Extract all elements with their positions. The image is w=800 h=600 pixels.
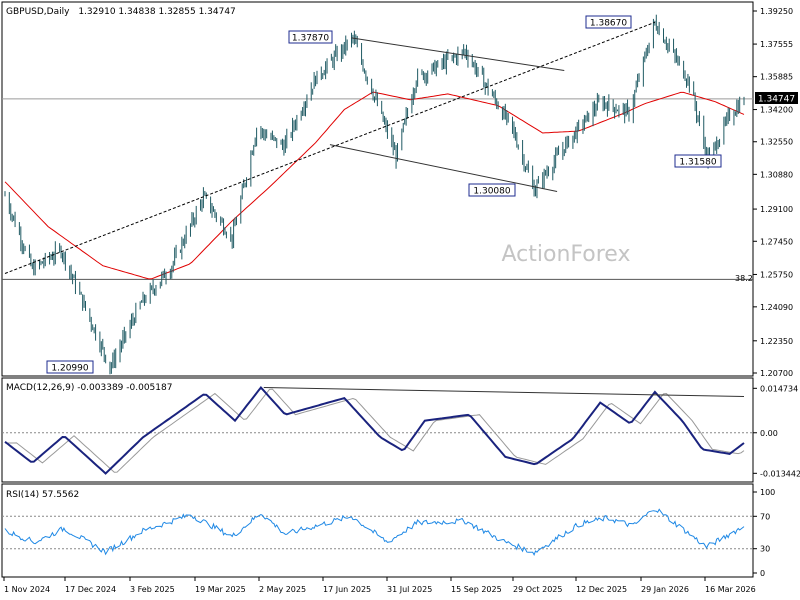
annotation-1.38670: 1.38670 <box>585 15 632 29</box>
price-tick-label: 1.20700 <box>760 369 793 378</box>
annotation-label: 1.30080 <box>473 187 510 197</box>
date-tick-label: 12 Dec 2025 <box>576 585 627 594</box>
date-tick-label: 16 Mar 2026 <box>705 585 756 594</box>
date-tick-label: 1 Nov 2024 <box>4 585 50 594</box>
price-reference-lines <box>2 98 753 280</box>
macd-signal-line <box>5 388 745 473</box>
annotation-1.20990: 1.20990 <box>46 360 94 374</box>
date-tick-label: 15 Sep 2025 <box>451 585 502 594</box>
date-axis: 1 Nov 2024 17 Dec 2024 3 Feb 2025 19 Mar 20… <box>3 577 756 594</box>
price-tick-label: 1.30880 <box>760 170 793 179</box>
current-price-tag: 1.34747 <box>755 92 798 105</box>
price-tick-label: 1.25750 <box>760 270 793 279</box>
moving-average-line <box>4 91 745 280</box>
price-tick-label: 1.35885 <box>760 73 793 82</box>
rsi-panel-frame <box>1 483 754 578</box>
current-price-label: 1.34747 <box>758 95 795 105</box>
rsi-tick-label: 30 <box>760 545 770 554</box>
annotation-label: 1.37870 <box>292 34 329 44</box>
macd-tick-label: 0.00 <box>760 429 778 438</box>
price-panel-frame <box>1 1 754 377</box>
rsi-tick-label: 70 <box>760 512 770 521</box>
date-tick-label: 29 Jan 2026 <box>641 585 689 594</box>
annotation-label: 1.38670 <box>590 19 627 29</box>
macd-tick-label: 0.014734 <box>760 384 798 393</box>
annotation-label: 1.31580 <box>679 158 716 168</box>
date-tick-label: 2 May 2025 <box>259 585 306 594</box>
rsi-series-line <box>4 508 745 556</box>
date-tick-label: 19 Mar 2025 <box>195 585 246 594</box>
annotation-label: 1.20990 <box>51 364 88 374</box>
annotation-1.37870: 1.37870 <box>288 30 333 44</box>
chart-symbol-label: GBPUSD,Daily <box>6 7 70 17</box>
moving-average <box>4 91 745 280</box>
macd-label: MACD(12,26,9) -0.003389 -0.005187 <box>6 383 172 393</box>
price-tick-label: 1.32550 <box>760 138 793 147</box>
price-tick-label: 1.22350 <box>760 337 793 346</box>
ohlc-readout: 1.32910 1.34838 1.32855 1.34747 <box>78 7 235 17</box>
channel-top-trendline <box>351 37 565 72</box>
rsi-axis: 100 70 30 0 <box>753 488 775 578</box>
date-tick-label: 3 Feb 2025 <box>130 585 175 594</box>
rsi-line <box>2 508 753 556</box>
price-axis: 1.39250 1.37555 1.35885 1.34200 1.32550 1.308… <box>753 7 793 378</box>
macd-main-line <box>4 385 745 475</box>
price-tick-label: 1.24090 <box>760 303 793 312</box>
macd-trendline <box>263 387 745 398</box>
annotation-1.30080: 1.30080 <box>468 183 516 197</box>
macd-panel-frame <box>1 377 754 483</box>
fib-level-label: 38.2 <box>735 274 753 283</box>
macd-lines <box>2 385 753 475</box>
annotation-1.31580: 1.31580 <box>674 154 722 168</box>
price-tick-label: 1.29100 <box>760 205 793 214</box>
price-tick-label: 1.37555 <box>760 40 793 49</box>
trendlines <box>4 21 656 274</box>
price-tick-label: 1.39250 <box>760 7 793 16</box>
rising-trendline <box>4 21 656 274</box>
price-tick-label: 1.27450 <box>760 237 793 246</box>
date-tick-label: 17 Jun 2025 <box>323 585 371 594</box>
date-tick-label: 29 Oct 2025 <box>513 585 562 594</box>
rsi-tick-label: 100 <box>760 488 775 497</box>
watermark: ActionForex <box>502 242 631 267</box>
macd-tick-label: -0.013442 <box>760 469 800 478</box>
price-bars <box>4 14 745 375</box>
channel-bottom-trendline <box>329 144 558 193</box>
date-tick-label: 17 Dec 2024 <box>65 585 116 594</box>
rsi-tick-label: 0 <box>760 569 765 578</box>
symbol-timeframe: GBPUSD,Daily 1.32910 1.34838 1.32855 1.3… <box>6 7 236 17</box>
price-tick-label: 1.34200 <box>760 106 793 115</box>
date-tick-label: 31 Jul 2025 <box>387 585 432 594</box>
macd-axis: 0.014734 0.00 -0.013442 <box>753 384 800 478</box>
rsi-label: RSI(14) 57.5562 <box>6 490 79 500</box>
